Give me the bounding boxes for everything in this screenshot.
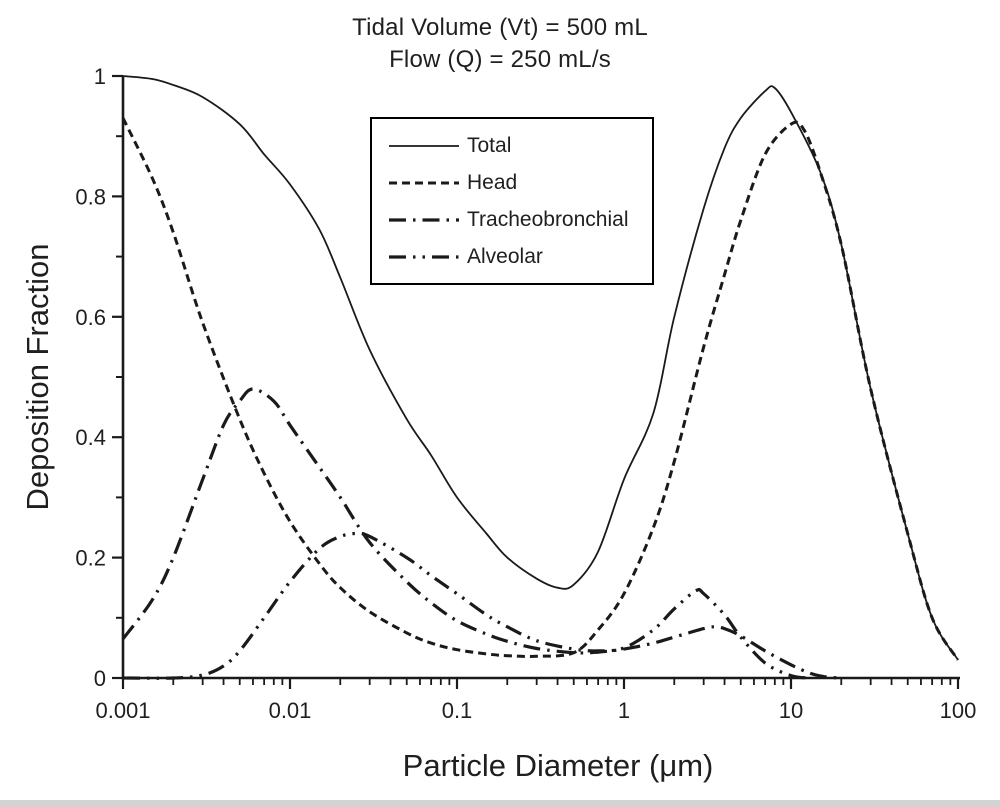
x-tick-label: 10	[779, 698, 803, 723]
legend-item-total: Total	[388, 134, 648, 158]
dash-dot-line-sample-icon	[389, 217, 459, 222]
legend: Total Head Tracheobronchial Alveolar	[370, 117, 654, 285]
y-tick-label: 0.4	[75, 425, 106, 450]
series-line-head	[121, 117, 960, 661]
y-tick-label: 1	[94, 64, 106, 89]
series-line-total	[122, 75, 959, 661]
legend-label: Tracheobronchial	[467, 207, 629, 231]
legend-item-alveolar: Alveolar	[388, 245, 648, 269]
y-tick-label: 0.6	[75, 305, 106, 330]
dashed-line-sample-icon	[389, 181, 459, 184]
x-tick-label: 0.01	[269, 698, 312, 723]
page-bottom-edge	[0, 800, 1000, 807]
series-line-alveolar	[122, 531, 811, 680]
y-tick-label: 0.8	[75, 184, 106, 209]
x-tick-label: 1	[618, 698, 630, 723]
legend-label: Head	[467, 170, 518, 194]
legend-label: Alveolar	[467, 244, 543, 268]
chart-title: Tidal Volume (Vt) = 500 mL Flow (Q) = 25…	[0, 12, 1000, 76]
chart-title-line2: Flow (Q) = 250 mL/s	[389, 46, 611, 73]
series-line-tracheobronchial	[121, 387, 842, 680]
chart-title-line1: Tidal Volume (Vt) = 500 mL	[352, 14, 648, 41]
x-tick-label: 100	[940, 698, 977, 723]
y-tick-label: 0	[94, 666, 106, 691]
legend-item-tracheobronchial: Tracheobronchial	[388, 208, 648, 232]
x-tick-label: 0.1	[442, 698, 473, 723]
x-axis-label: Particle Diameter (μm)	[402, 748, 714, 783]
solid-line-sample-icon	[389, 144, 459, 147]
y-axis-label: Deposition Fraction	[20, 243, 55, 511]
legend-label: Total	[467, 133, 512, 157]
y-tick-label: 0.2	[75, 546, 106, 571]
dash-dot-dot-line-sample-icon	[389, 254, 459, 259]
x-tick-label: 0.001	[95, 698, 150, 723]
legend-item-head: Head	[388, 171, 648, 195]
